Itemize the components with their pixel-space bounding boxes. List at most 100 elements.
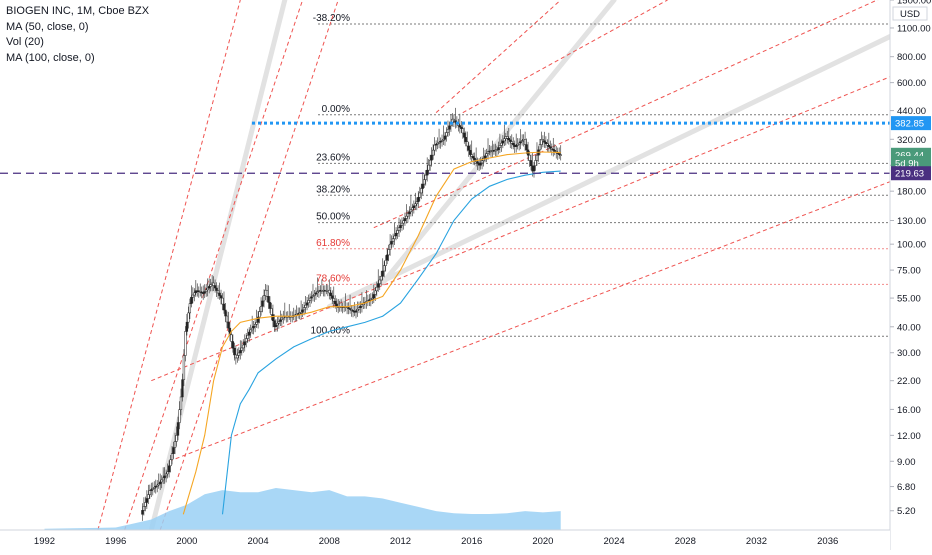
candle-body-145: [356, 308, 359, 311]
x-tick-label-8: 2024: [604, 536, 625, 547]
candle-body-254: [518, 142, 521, 145]
candle-body-207: [448, 125, 451, 130]
trend-line-7: [168, 181, 890, 462]
candle-body-72: [248, 331, 251, 336]
candle-body-276: [550, 147, 553, 150]
candle-body-154: [369, 298, 372, 301]
candle-body-64: [236, 355, 239, 359]
candle-body-197: [433, 144, 436, 151]
candle-body-55: [222, 303, 226, 311]
candle-body-255: [519, 141, 522, 144]
candle-body-1: [142, 506, 146, 511]
currency-badge: [892, 6, 928, 21]
candle-body-239: [495, 149, 499, 151]
candle-body-264: [532, 165, 536, 172]
candle-body-204: [443, 135, 447, 140]
candle-body-220: [467, 145, 470, 151]
fib-label-0: -38.20%: [313, 13, 350, 24]
candle-body-262: [529, 160, 533, 167]
candle-body-5: [148, 490, 151, 495]
candle-body-66: [239, 350, 242, 354]
candle-body-210: [452, 118, 456, 122]
candle-body-92: [277, 321, 281, 324]
candle-body-107: [299, 311, 303, 314]
candle-body-192: [426, 169, 429, 176]
candle-body-272: [544, 142, 548, 144]
candle-body-184: [414, 203, 417, 207]
candle-body-253: [516, 143, 519, 146]
candle-body-78: [256, 316, 260, 323]
candle-body-244: [503, 138, 506, 142]
candle-body-14: [162, 477, 165, 481]
legend-volume[interactable]: Vol (20): [6, 36, 44, 48]
trend-line-3: [435, 0, 562, 114]
fib-label-1: 0.00%: [322, 104, 350, 115]
candle-body-87: [270, 308, 273, 315]
candle-body-74: [251, 327, 254, 331]
candle-body-274: [547, 144, 550, 147]
candle-body-256: [520, 140, 524, 142]
candle-body-89: [273, 320, 276, 328]
candle-body-56: [224, 309, 227, 317]
candle-body-277: [552, 148, 555, 151]
candle-body-163: [383, 265, 386, 272]
candle-body-84: [265, 289, 269, 297]
candle-body-69: [243, 341, 246, 346]
candle-body-33: [190, 296, 193, 304]
candle-body-91: [276, 322, 279, 326]
candle-body-155: [371, 297, 374, 300]
candle-body-153: [368, 299, 371, 302]
y-tick-label-18: 6.80: [897, 482, 916, 493]
candle-body-30: [185, 321, 189, 332]
candle-body-162: [381, 270, 384, 277]
candle-body-169: [391, 238, 395, 242]
price-tag-2: 5d 9h: [895, 159, 919, 170]
candle-body-187: [418, 192, 421, 198]
candle-body-156: [372, 294, 375, 299]
candle-body-147: [359, 305, 362, 308]
candle-body-205: [445, 132, 448, 137]
legend-symbol[interactable]: BIOGEN INC, 1M, Cboe BZX: [6, 5, 150, 17]
candle-body-282: [559, 154, 562, 156]
candle-body-194: [429, 159, 432, 166]
candle-body-226: [476, 161, 479, 164]
candle-body-70: [245, 338, 248, 342]
x-tick-label-11: 2036: [817, 536, 838, 547]
candle-body-171: [394, 232, 398, 237]
y-tick-label-17: 9.00: [897, 457, 916, 468]
candle-body-215: [460, 126, 463, 129]
y-tick-label-19: 5.20: [897, 506, 916, 517]
candle-body-188: [420, 188, 423, 194]
trend-line-2: [159, 0, 339, 530]
candle-body-249: [510, 141, 513, 144]
candle-body-118: [316, 291, 319, 294]
candle-body-250: [512, 143, 515, 146]
candle-body-175: [400, 222, 404, 226]
candle-body-112: [307, 300, 310, 304]
gray-fan-line-2: [326, 34, 890, 310]
candle-body-21: [172, 447, 175, 454]
candle-body-201: [439, 140, 442, 143]
candle-body-52: [218, 292, 221, 296]
candle-body-60: [230, 334, 233, 342]
price-axis: 1500.001100.00800.00600.00440.00320.0024…: [889, 0, 932, 550]
y-tick-label-1: 1100.00: [897, 23, 931, 34]
candle-body-116: [313, 293, 316, 296]
candle-body-203: [442, 139, 445, 141]
fib-label-5: 61.80%: [316, 238, 350, 249]
candle-body-246: [506, 136, 509, 139]
candle-body-67: [240, 347, 243, 351]
candle-body-266: [535, 154, 539, 161]
candle-body-224: [473, 157, 476, 161]
candle-body-16: [164, 473, 168, 477]
candle-body-161: [380, 276, 383, 281]
legend-ma50[interactable]: MA (50, close, 0): [6, 20, 89, 33]
candle-body-176: [402, 220, 405, 224]
candle-body-273: [546, 143, 549, 146]
candle-body-202: [440, 140, 444, 142]
trend-line-1: [124, 0, 304, 530]
legend-ma100[interactable]: MA (100, close, 0): [6, 51, 95, 64]
candle-body-248: [509, 139, 512, 142]
